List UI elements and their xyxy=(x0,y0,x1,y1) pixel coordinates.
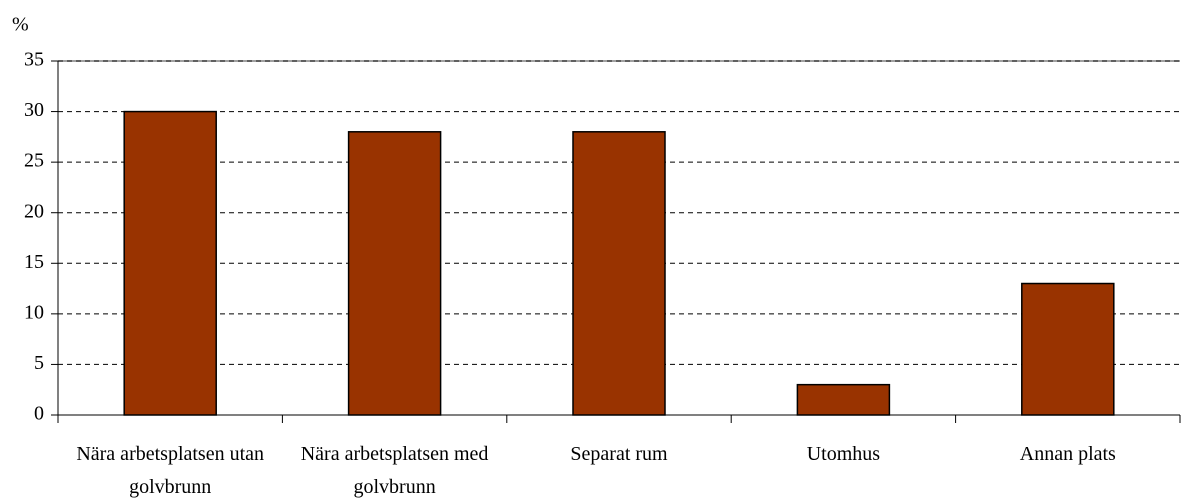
x-tick-label: Nära arbetsplatsen med golvbrunn xyxy=(300,443,489,498)
y-tick-label: 30 xyxy=(24,99,44,121)
y-tick-label: 10 xyxy=(24,301,44,323)
y-tick-label: 25 xyxy=(24,150,44,172)
y-tick-label: 5 xyxy=(34,352,44,374)
x-tick-label: Separat rum xyxy=(570,443,668,465)
x-tick-label: Annan plats xyxy=(1019,443,1116,465)
y-tick-label: 20 xyxy=(24,200,44,222)
y-tick-label: 35 xyxy=(24,49,44,71)
bar xyxy=(347,131,442,416)
bar xyxy=(123,110,217,416)
x-tick-label: Nära arbetsplatsen utan golvbrunn xyxy=(76,443,265,498)
y-axis-label: % xyxy=(12,14,29,36)
bar xyxy=(796,383,891,416)
bar xyxy=(572,131,666,416)
bar xyxy=(1021,282,1115,416)
y-tick-label: 15 xyxy=(24,251,44,273)
x-tick-label: Utomhus xyxy=(806,443,881,465)
y-tick-label: 0 xyxy=(34,403,44,425)
